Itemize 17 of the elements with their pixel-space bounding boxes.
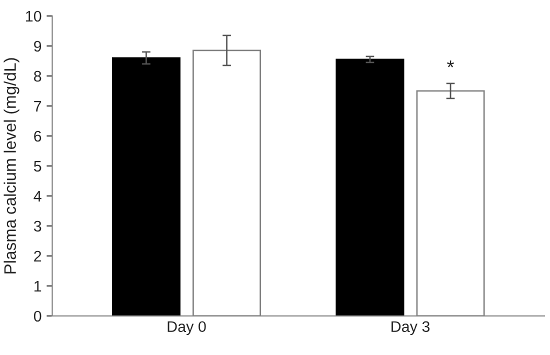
y-tick-label: 4 [34,190,42,202]
y-tick-label: 1 [34,280,42,292]
bar [336,58,404,316]
annotation: * [447,60,454,68]
y-axis-title: Plasma calcium level (mg/dL) [4,58,20,274]
y-tick-label: 6 [34,130,42,142]
x-tick-label: Day 3 [392,321,430,336]
y-tick-label: 10 [26,10,42,22]
y-tick-label: 9 [34,40,42,52]
bar [112,57,180,316]
y-tick-label: 3 [34,220,42,232]
x-tick-label: Day 0 [168,321,206,336]
y-tick-label: 2 [34,250,42,262]
y-tick-label: 8 [34,70,42,82]
y-tick-label: 0 [34,310,42,322]
y-tick-label: 5 [34,160,42,172]
y-tick-label: 7 [34,100,42,112]
